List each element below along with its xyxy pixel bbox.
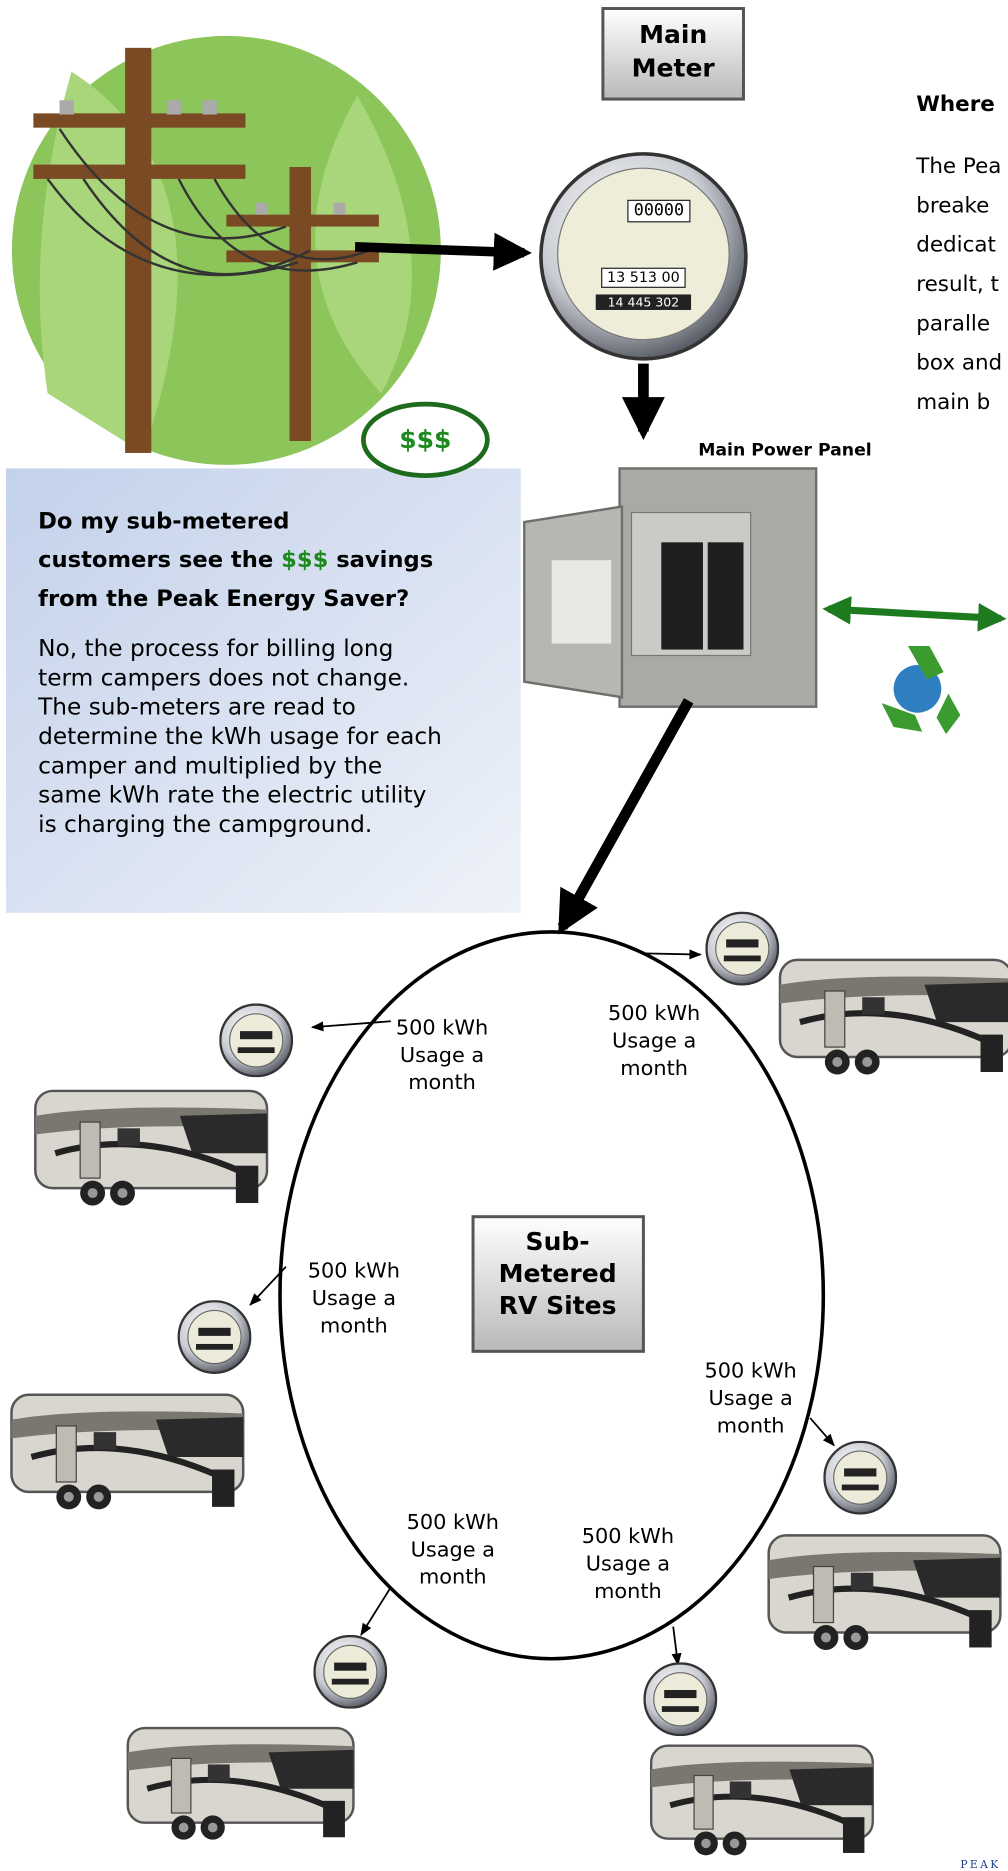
sites [11,913,1008,1856]
site-label-line: month [717,1413,785,1437]
icon [11,1395,243,1510]
site-label-line: Usage a [312,1286,396,1310]
shape [643,953,700,954]
meter-label-line: Main [639,20,707,49]
shape [125,48,151,453]
site-label-line: 500 kWh [396,1015,488,1039]
meter-label-line: Meter [632,53,716,82]
shape [33,165,245,179]
side-text-line: result, t [916,272,999,297]
side-text-line: breake [916,193,989,218]
meter-dial: 00000 [634,201,684,220]
shape [661,542,703,649]
site-label-line: 500 kWh [407,1510,499,1534]
power-panel [524,468,816,706]
faq-answer-line: No, the process for billing long [38,635,393,662]
site-label-line: month [620,1056,688,1080]
faq-answer-line: The sub-meters are read to [37,694,356,721]
panel-sites-arrow [562,701,688,927]
site-label-line: 500 kWh [608,1001,700,1025]
site-label-line: month [419,1565,487,1589]
site-label-line: Usage a [411,1537,495,1561]
icon [651,1746,873,1856]
question-text: customers see the [38,547,281,573]
shape [290,167,311,441]
shape [203,100,217,114]
faq-question: customers see the $$$ savings [38,547,433,573]
site-label-line: 500 kWh [308,1258,400,1282]
faq-answer-line: determine the kWh usage for each [38,723,442,750]
badge-text: $$$ [399,425,451,454]
shape [552,560,612,643]
shape [708,542,744,649]
side-text-line: paralle [916,311,990,336]
meter-reading: 13 513 00 [607,270,680,286]
shape [810,1418,834,1445]
icon [220,1005,292,1077]
site-label-line: 500 kWh [582,1524,674,1548]
site-label-line: month [594,1579,662,1603]
main-meter-label: Main Meter [603,9,744,100]
site-label-line: 500 kWh [704,1359,796,1383]
icon [769,1535,1001,1650]
money-badge: $$$ [363,404,487,475]
icon [35,1091,267,1206]
site-label-line: Usage a [612,1029,696,1053]
faq-answer-line: same kWh rate the electric utility [38,782,426,809]
icon [645,1663,717,1735]
feed-arrow [355,247,524,253]
center-label-line: Sub- [526,1227,590,1256]
shape [60,100,74,114]
icon [128,1728,354,1840]
meter-reading: 14 445 302 [608,294,680,309]
site-label-line: Usage a [400,1043,484,1067]
center-label-line: Metered [499,1259,617,1288]
faq-question: from the Peak Energy Saver? [38,586,409,612]
side-text: Where [916,92,995,117]
main-meter: 00000 13 513 00 14 445 302 [541,154,746,359]
shape [558,168,730,340]
recycle-icon [882,646,961,734]
side-text-line: main b [916,390,990,415]
side-heading: Where [916,92,995,117]
icon [780,960,1008,1075]
side-text-line: dedicat [916,233,996,258]
center-label-line: RV Sites [499,1291,617,1320]
diagram: Main Meter 00000 13 513 00 14 445 302 Wh… [0,0,1008,1871]
panel-label: Main Power Panel [698,441,872,461]
icon [179,1301,251,1373]
shape [256,203,268,215]
shape [312,1021,391,1027]
logo-text: PEAK [960,1858,1000,1871]
green-arrow [828,609,1001,619]
shape [334,203,346,215]
icon [824,1442,896,1514]
question-text: savings [328,547,433,573]
body: Main Meter 00000 13 513 00 14 445 302 Wh… [0,0,1008,1871]
page: Sub-Metered RV Sites { "main_meter": { "… [0,0,1008,1871]
shape [673,1627,678,1665]
shape [33,113,245,127]
shape [361,1587,391,1635]
site-label-line: month [320,1313,388,1337]
faq-answer-line: term campers does not change. [38,664,409,691]
side-text-line: box and [916,351,1002,376]
faq-answer-line: camper and multiplied by the [38,752,382,779]
faq-answer-line: is charging the campground. [38,811,372,838]
question-highlight: $$$ [281,547,328,573]
faq-question: Do my sub-metered [38,509,289,535]
site-label-line: Usage a [586,1552,670,1576]
icon [315,1636,387,1708]
site-label-line: Usage a [708,1386,792,1410]
shape [167,100,181,114]
site-label-line: month [408,1070,476,1094]
side-text-line: The Pea [915,154,1001,179]
icon [707,913,779,985]
